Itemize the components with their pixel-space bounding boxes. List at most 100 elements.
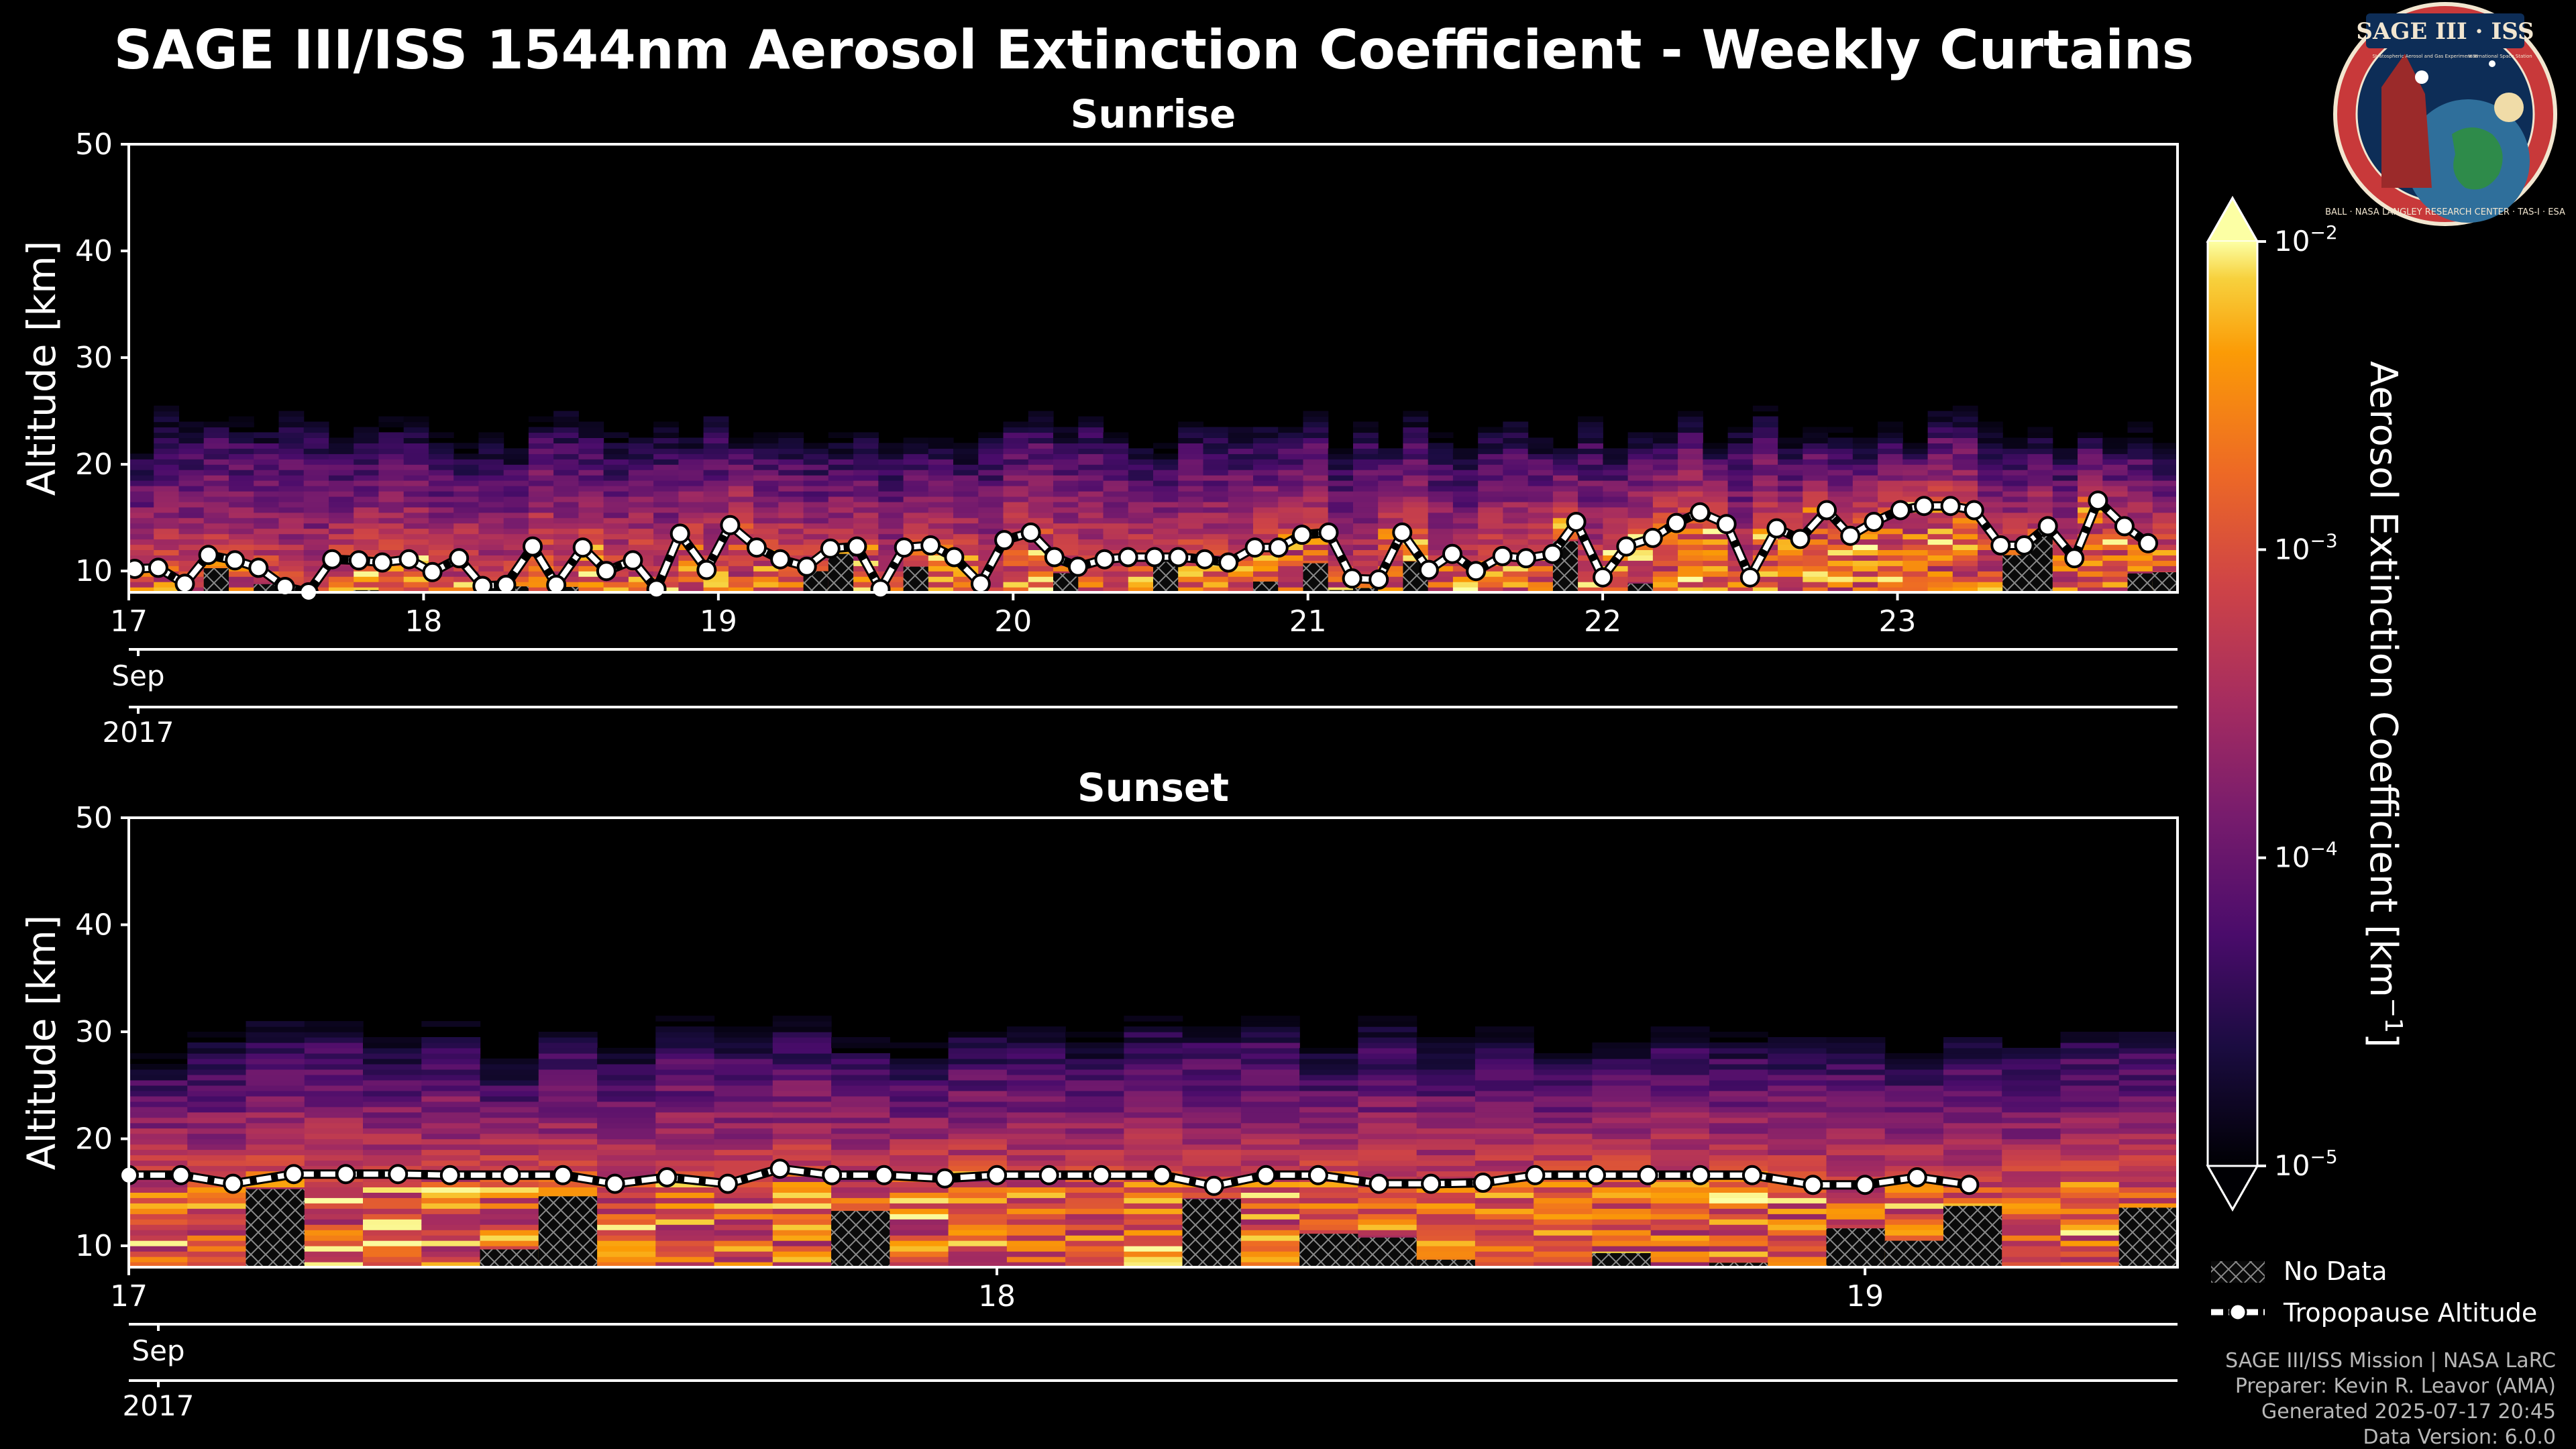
sunrise-cell <box>2152 544 2178 550</box>
sunrise-cell <box>354 427 379 433</box>
sunrise-cell <box>1752 512 1778 519</box>
sunset-cell <box>2118 1128 2178 1134</box>
sunrise-cell <box>478 549 504 555</box>
sunrise-cell <box>403 459 429 465</box>
sunset-cell <box>538 1053 598 1059</box>
sunset-tropopause-point <box>388 1164 409 1185</box>
sunrise-cell <box>553 437 579 443</box>
sunset-cell <box>1006 1138 1066 1145</box>
sunrise-cell <box>878 517 904 524</box>
sunset-cell <box>187 1095 247 1102</box>
sunrise-cell <box>1852 464 1878 470</box>
sunrise-cell <box>329 523 354 529</box>
sunrise-cell <box>378 490 405 497</box>
sunset-cell <box>187 1074 247 1081</box>
sunrise-cell <box>154 480 179 486</box>
sunset-cell <box>1006 1256 1066 1263</box>
sunrise-cell <box>1852 512 1878 519</box>
sunrise-cell <box>903 549 929 555</box>
sunrise-cell <box>1028 512 1054 519</box>
sunset-cell <box>129 1090 188 1097</box>
sunrise-cell <box>1652 464 1678 470</box>
sunset-cell <box>1065 1181 1124 1187</box>
sunset-cell <box>1416 1074 1476 1081</box>
sunrise-cell <box>553 427 579 433</box>
sunrise-cell <box>303 421 329 428</box>
sunset-cell <box>1240 1063 1300 1070</box>
sunrise-cell <box>1078 443 1104 449</box>
sunset-cell <box>1474 1032 1534 1038</box>
sunrise-cell <box>154 576 179 582</box>
sunrise-cell <box>1952 560 1978 566</box>
sunrise-cell <box>1003 480 1029 486</box>
sunset-cell <box>246 1101 305 1108</box>
sunrise-cell <box>1353 566 1379 572</box>
sunset-cell <box>480 1192 539 1198</box>
sunrise-cell <box>1852 453 1878 460</box>
sunrise-cell <box>2152 512 2178 519</box>
sunrise-cell <box>1003 571 1029 577</box>
sunrise-cell <box>803 501 829 508</box>
sunset-cell <box>1709 1069 1768 1075</box>
sunrise-cell <box>553 555 579 561</box>
sunrise-cell <box>528 587 554 592</box>
sunrise-cell <box>853 464 879 470</box>
sunrise-cell <box>953 528 979 535</box>
sunset-cell <box>1240 1106 1300 1113</box>
sunset-cell <box>1650 1144 1710 1150</box>
sunrise-cell <box>1078 437 1104 443</box>
sunrise-cell <box>1203 464 1229 470</box>
sunrise-cell <box>828 448 854 454</box>
sunrise-cell <box>878 480 904 486</box>
sunrise-cell <box>1003 443 1029 449</box>
sunrise-cell <box>1703 486 1729 492</box>
sunrise-xtick-label: 18 <box>405 604 442 639</box>
sunrise-cell <box>1752 453 1778 460</box>
sunrise-cell <box>753 533 779 540</box>
sunrise-cell <box>953 459 979 465</box>
sunrise-cell <box>1228 587 1254 592</box>
sunset-cell <box>246 1058 305 1065</box>
sunset-cell <box>1943 1122 2002 1129</box>
sunset-cell <box>1358 1021 1417 1027</box>
sunrise-cell <box>878 486 904 492</box>
sunrise-cell <box>503 549 529 555</box>
sunrise-cell <box>528 533 554 540</box>
sunrise-cell <box>154 486 179 492</box>
sunset-cell <box>246 1106 305 1113</box>
sunrise-cell <box>903 443 929 449</box>
sunset-cell <box>2002 1069 2061 1075</box>
sunrise-cell <box>1778 555 1803 561</box>
sunset-cell <box>1240 1208 1300 1214</box>
sunrise-cell <box>1902 560 1929 566</box>
sunrise-tropopause-point <box>796 556 817 577</box>
sunrise-cell <box>928 459 954 465</box>
sunrise-cell <box>1178 486 1203 492</box>
legend-no-data-label: No Data <box>2284 1256 2387 1286</box>
legend-tropopause-marker <box>2229 1303 2247 1322</box>
sunrise-cell <box>803 453 829 460</box>
sunset-cell <box>538 1117 598 1124</box>
sunrise-cell <box>1153 528 1179 535</box>
sunrise-cell <box>1727 523 1754 529</box>
sunset-cell <box>363 1063 422 1070</box>
sunset-cell <box>1709 1251 1768 1257</box>
sunrise-cell <box>1028 576 1054 582</box>
sunset-cell <box>538 1037 598 1043</box>
sunrise-cell <box>203 464 229 470</box>
sunrise-cell <box>129 549 154 555</box>
sunrise-cell <box>1028 448 1054 454</box>
sunrise-cell <box>1228 506 1254 513</box>
sunrise-month-label: Sep <box>111 659 164 692</box>
sunrise-cell <box>1978 501 2003 508</box>
sunset-cell <box>772 1214 832 1220</box>
sunrise-cell <box>578 490 604 497</box>
sunrise-cell <box>2027 448 2053 454</box>
sunrise-cell <box>1353 501 1379 508</box>
sunrise-cell <box>1353 560 1379 566</box>
sunset-cell <box>714 1048 773 1054</box>
sunrise-cell <box>653 549 679 555</box>
sunrise-cell <box>1303 523 1329 529</box>
sunset-cell <box>948 1181 1008 1187</box>
sunrise-cell <box>203 512 229 519</box>
